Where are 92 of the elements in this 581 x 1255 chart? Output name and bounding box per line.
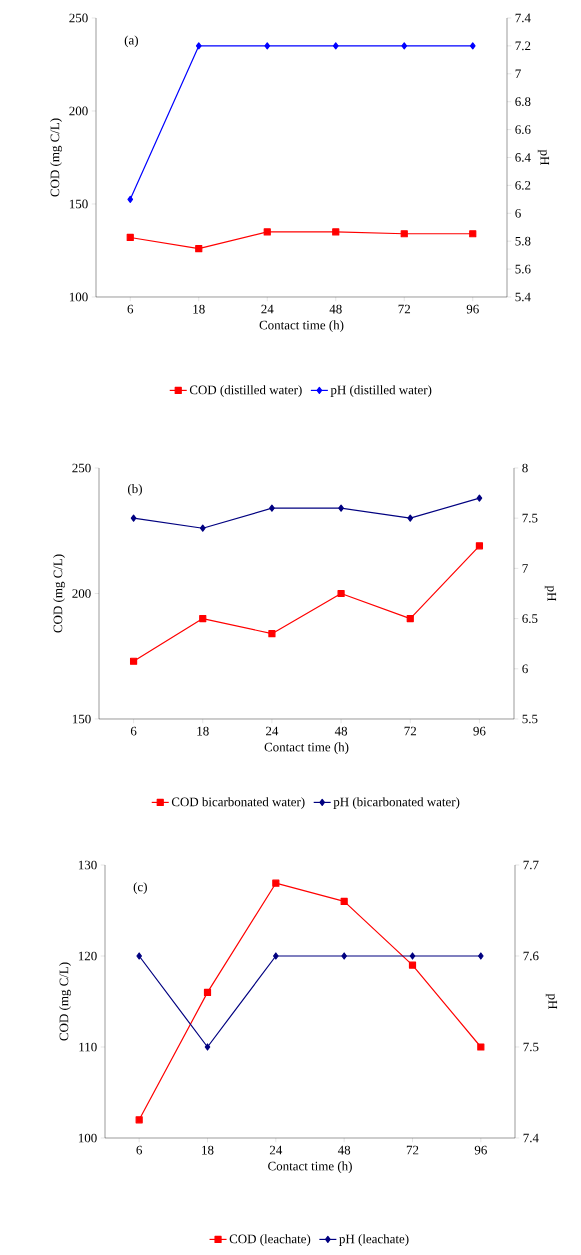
x-tick-label: 72 (404, 726, 417, 736)
y2-tick-label: 7.6 (523, 951, 539, 961)
x-axis-title: Contact time (h) (268, 1161, 352, 1174)
y2-tick-label: 5.8 (515, 236, 531, 246)
y2-tick-label: 7.2 (515, 41, 531, 51)
point (400, 230, 408, 238)
legend-label: pH (leachate) (339, 1234, 409, 1246)
y-tick-label: 120 (78, 951, 97, 961)
y2-axis-title: pH (537, 149, 550, 166)
y2-tick-label: 7 (522, 564, 528, 573)
y-tick-label: 250 (69, 13, 88, 23)
y-tick-label: 200 (72, 589, 91, 598)
legend-label: COD (leachate) (229, 1234, 311, 1246)
x-tick-label: 96 (466, 304, 479, 314)
x-tick-label: 6 (130, 726, 137, 736)
x-axis-title: Contact time (h) (259, 320, 344, 333)
y2-tick-label: 6.2 (515, 181, 531, 190)
point (408, 961, 417, 969)
point (406, 614, 414, 623)
y2-tick-label: 6 (522, 664, 528, 674)
x-tick-label: 18 (193, 304, 205, 314)
y-tick-label: 200 (69, 106, 88, 116)
point (469, 230, 477, 238)
point (268, 630, 276, 638)
x-tick-label: 18 (202, 1145, 214, 1155)
x-tick-label: 48 (329, 304, 342, 314)
y-tick-label: 150 (72, 714, 91, 724)
y2-tick-label: 7.4 (523, 1133, 539, 1143)
point (475, 542, 484, 550)
y-tick-label: 110 (79, 1042, 97, 1052)
point (337, 589, 345, 598)
y2-tick-label: 7.5 (523, 1042, 539, 1052)
y2-axis-title: pH (545, 993, 558, 1010)
point (263, 228, 271, 236)
point (195, 245, 203, 253)
y2-tick-label: 7.5 (522, 513, 538, 523)
point (338, 504, 344, 512)
y-tick-label: 100 (69, 292, 88, 302)
point (199, 614, 207, 623)
y2-tick-label: 5.6 (515, 264, 531, 274)
point (203, 988, 212, 996)
x-tick-label: 24 (269, 1145, 283, 1155)
x-axis-title: Contact time (h) (264, 742, 349, 755)
point (407, 514, 414, 522)
point (135, 1116, 143, 1124)
point (477, 1043, 485, 1051)
y2-tick-label: 6.5 (522, 614, 538, 623)
x-tick-label: 6 (136, 1145, 143, 1155)
point (199, 524, 206, 532)
y2-tick-label: 6.8 (515, 97, 531, 107)
x-tick-label: 72 (398, 304, 411, 314)
point (272, 879, 280, 887)
annotation: (c) (133, 882, 147, 894)
y2-tick-label: 5.5 (522, 714, 538, 724)
x-tick-label: 72 (406, 1145, 419, 1155)
legend-label: pH (distilled water) (330, 385, 432, 397)
x-tick-label: 24 (266, 726, 279, 736)
y2-tick-label: 6.6 (515, 125, 531, 134)
x-tick-label: 96 (473, 726, 486, 736)
point (126, 233, 134, 242)
legend-label: COD (distilled water) (189, 385, 302, 397)
point (269, 504, 275, 512)
x-tick-label: 24 (261, 304, 274, 314)
y2-tick-label: 6 (515, 208, 521, 218)
point (130, 514, 137, 522)
x-tick-label: 6 (127, 304, 134, 314)
y-axis-title: COD (mg C/L) (59, 962, 71, 1041)
annotation: (a) (124, 35, 138, 48)
x-tick-label: 48 (334, 726, 348, 736)
x-tick-label: 18 (197, 726, 209, 736)
y2-axis-title: pH (544, 585, 557, 602)
y2-tick-label: 7.4 (515, 13, 531, 23)
y-axis-title: COD (mg C/L) (53, 554, 65, 633)
y-tick-label: 130 (78, 860, 97, 870)
annotation: (b) (127, 484, 142, 496)
y2-tick-label: 5.4 (515, 292, 531, 302)
y-tick-label: 100 (78, 1133, 97, 1143)
y2-tick-label: 7 (515, 69, 521, 79)
point (332, 228, 340, 236)
legend-label: pH (bicarbonated water) (333, 797, 460, 809)
x-tick-label: 48 (337, 1145, 351, 1155)
legend-label: COD bicarbonated water) (171, 797, 305, 809)
y-tick-label: 250 (72, 463, 91, 473)
x-tick-label: 96 (474, 1145, 487, 1155)
y-axis-title: COD (mg C/L) (50, 118, 62, 197)
y2-tick-label: 8 (522, 463, 528, 473)
y2-tick-label: 7.7 (523, 860, 539, 870)
point (476, 494, 483, 502)
y2-tick-label: 6.4 (515, 153, 531, 162)
point (340, 897, 348, 905)
point (129, 657, 138, 665)
y-tick-label: 150 (69, 199, 88, 209)
